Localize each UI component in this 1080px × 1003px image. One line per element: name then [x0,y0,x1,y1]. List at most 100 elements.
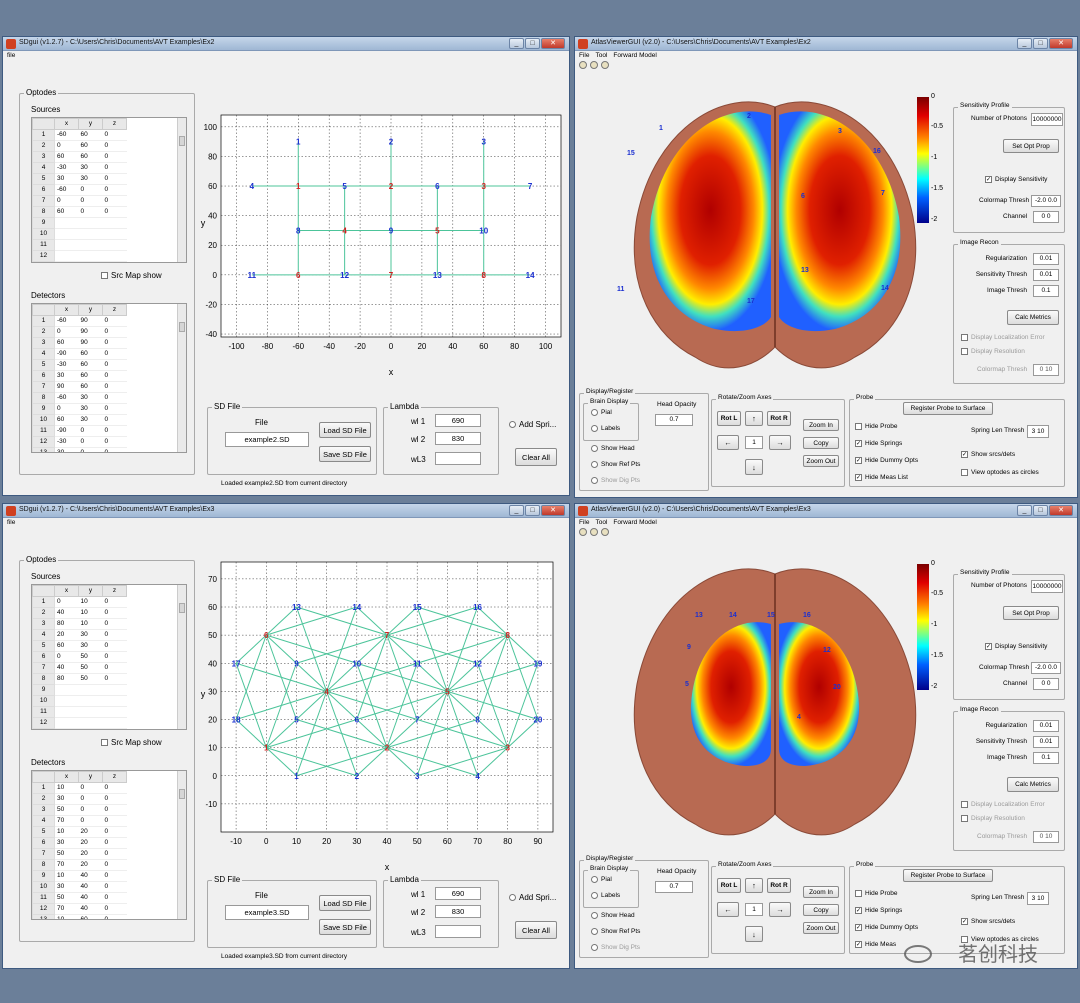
table-cell[interactable]: 0 [79,207,103,218]
table-cell[interactable]: 0 [103,371,127,382]
table-cell[interactable] [103,240,127,251]
table-row[interactable]: 8 -60 30 0 [33,393,127,404]
arrow-up-icon[interactable]: ↑ [745,878,763,893]
checkbox-checked[interactable]: ✓ [985,643,992,650]
detector-marker[interactable]: 10 [479,226,488,235]
table-row[interactable]: 5 30 30 0 [33,174,127,185]
source-marker[interactable]: 7 [389,271,394,280]
radio-circle[interactable] [591,425,598,432]
scroll-thumb[interactable] [179,136,185,146]
colormap-thresh-field[interactable]: -2.0 0.0 [1031,662,1061,674]
table-cell[interactable]: 10 [79,597,103,608]
table-cell[interactable]: 0 [103,641,127,652]
menu-tool[interactable]: Tool [595,51,607,61]
title-bar[interactable]: AtlasViewerGUI (v2.0) - C:\Users\Chris\D… [575,504,1077,518]
show-srcs-dets-checkbox[interactable]: ✓ Show srcs/dets [961,451,1015,458]
clear-all-button[interactable]: Clear All [515,448,557,466]
table-cell[interactable]: 60 [55,415,79,426]
title-bar[interactable]: AtlasViewerGUI (v2.0) - C:\Users\Chris\D… [575,37,1077,51]
scroll-thumb[interactable] [179,603,185,613]
detector-marker[interactable]: 8 [296,226,301,235]
table-cell[interactable]: 0 [103,174,127,185]
table-cell[interactable]: 60 [79,141,103,152]
table-cell[interactable]: 60 [55,641,79,652]
table-row[interactable]: 8 70 20 0 [33,860,127,871]
table-cell[interactable]: 0 [103,619,127,630]
detector-marker[interactable]: 1 [294,772,299,781]
head-opacity-field[interactable]: 0.7 [655,881,693,893]
hide-probe-checkbox[interactable]: Hide Probe [855,890,898,897]
spring-len-field[interactable]: 3 10 [1027,892,1049,905]
table-cell[interactable]: 60 [79,915,103,921]
pan-icon[interactable] [590,528,598,536]
table-row[interactable]: 6 -60 0 0 [33,185,127,196]
hide-probe-checkbox[interactable]: Hide Probe [855,423,898,430]
maximize-icon[interactable]: □ [1033,38,1048,49]
rotate-right-button[interactable]: Rot R [767,878,791,893]
detector-marker[interactable]: 20 [533,716,542,725]
table-cell[interactable] [55,218,79,229]
reset-icon[interactable] [601,528,609,536]
hide-springs-checkbox[interactable]: ✓ Hide Springs [855,907,902,914]
detector-marker[interactable]: 5 [342,182,347,191]
zoom-in-button[interactable]: Zoom In [803,886,839,898]
table-cell[interactable]: 50 [79,674,103,685]
load-sd-file-button[interactable]: Load SD File [319,895,371,911]
table-cell[interactable]: 0 [79,783,103,794]
table-cell[interactable] [103,229,127,240]
table-cell[interactable]: 30 [79,641,103,652]
table-cell[interactable]: 0 [103,915,127,921]
table-row[interactable]: 8 80 50 0 [33,674,127,685]
load-sd-file-button[interactable]: Load SD File [319,422,371,438]
source-marker[interactable]: 8 [482,271,487,280]
display-resolution-checkbox[interactable]: Display Resolution [961,348,1025,355]
table-cell[interactable] [55,240,79,251]
wl2-field[interactable]: 830 [435,432,481,445]
add-spring-radio[interactable]: Add Spri... [509,420,556,429]
brain-render[interactable]: 13 14 15 169 125 204 [615,544,935,844]
table-cell[interactable] [55,251,79,262]
file-name-field[interactable]: example3.SD [225,905,309,920]
show-ref-pts-radio[interactable]: Show Ref Pts [591,928,640,935]
pial-radio[interactable]: Pial [591,409,612,416]
display-sensitivity-checkbox[interactable]: ✓ Display Sensitivity [985,643,1047,650]
radio-circle[interactable] [591,928,598,935]
table-cell[interactable]: 30 [79,404,103,415]
show-dig-pts-radio[interactable]: Show Dig Pts [591,477,640,484]
checkbox-box[interactable] [855,890,862,897]
table-row[interactable]: 7 90 60 0 [33,382,127,393]
close-icon[interactable]: ✕ [1049,38,1073,49]
arrow-left-icon[interactable]: ← [717,435,739,450]
table-row[interactable]: 9 10 40 0 [33,871,127,882]
table-cell[interactable]: 60 [79,371,103,382]
table-row[interactable]: 1 10 0 0 [33,783,127,794]
zoom-out-button[interactable]: Zoom Out [803,922,839,934]
table-cell[interactable]: 0 [103,338,127,349]
wl1-field[interactable]: 690 [435,414,481,427]
table-cell[interactable]: 0 [103,185,127,196]
table-cell[interactable]: 0 [55,327,79,338]
table-cell[interactable]: 10 [79,619,103,630]
brain-render[interactable]: 123151647611171413 [615,77,935,377]
table-cell[interactable]: 10 [55,915,79,921]
detector-marker[interactable]: 4 [475,772,480,781]
table-cell[interactable]: 0 [55,652,79,663]
maximize-icon[interactable]: □ [525,38,540,49]
display-localization-error-checkbox[interactable]: Display Localization Error [961,334,1045,341]
table-cell[interactable]: 10 [55,827,79,838]
table-cell[interactable] [55,229,79,240]
table-cell[interactable]: 0 [103,597,127,608]
hide-meas-checkbox[interactable]: ✓ Hide Meas [855,941,896,948]
arrow-up-icon[interactable]: ↑ [745,411,763,426]
table-cell[interactable] [55,696,79,707]
num-photons-field[interactable]: 10000000 [1031,580,1063,593]
table-row[interactable]: 9 [33,218,127,229]
add-spring-radio[interactable]: Add Spri... [509,893,556,902]
table-cell[interactable]: 50 [55,805,79,816]
table-row[interactable]: 10 30 40 0 [33,882,127,893]
table-row[interactable]: 10 [33,229,127,240]
table-cell[interactable]: 0 [79,794,103,805]
table-cell[interactable]: 0 [103,316,127,327]
table-row[interactable]: 3 60 60 0 [33,152,127,163]
table-cell[interactable]: 60 [79,382,103,393]
